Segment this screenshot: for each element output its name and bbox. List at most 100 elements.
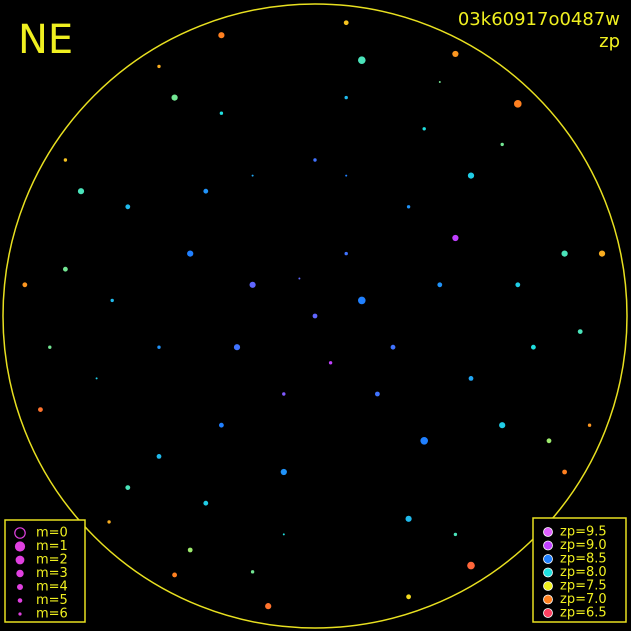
point — [344, 95, 348, 100]
size-legend-label: m=6 — [36, 607, 68, 622]
point — [218, 32, 225, 39]
point — [203, 188, 209, 194]
point — [203, 500, 209, 506]
point — [298, 277, 301, 280]
point — [77, 188, 85, 195]
point — [280, 468, 287, 476]
point — [577, 329, 583, 334]
point — [38, 407, 43, 412]
point — [95, 377, 98, 380]
point — [63, 158, 68, 162]
point — [156, 454, 162, 459]
point — [453, 532, 458, 537]
zp-legend-label: zp=6.5 — [560, 606, 607, 621]
horizon-circle — [2, 3, 628, 629]
point — [219, 422, 224, 428]
point — [328, 361, 333, 365]
size-legend-marker — [17, 598, 23, 603]
point — [312, 313, 318, 319]
point — [420, 437, 429, 445]
point — [251, 174, 254, 177]
point — [562, 469, 567, 475]
legends: m=0m=1m=2m=3m=4m=5m=6zp=9.5zp=9.0zp=8.5z… — [14, 525, 607, 622]
point — [598, 250, 606, 257]
zp-legend-label: zp=9.0 — [560, 538, 607, 553]
color-label: zp — [599, 31, 620, 52]
point — [422, 127, 426, 131]
zp-legend-marker — [543, 567, 553, 578]
point — [171, 94, 178, 101]
point — [546, 438, 552, 444]
point — [500, 142, 504, 147]
point — [22, 282, 28, 288]
point — [438, 81, 441, 83]
point — [344, 251, 348, 256]
point — [187, 250, 194, 257]
zp-legend-label: zp=8.5 — [560, 552, 607, 567]
chart-title: NE — [18, 17, 73, 63]
zp-legend-marker — [543, 554, 553, 564]
zp-legend-marker — [543, 594, 553, 605]
point — [172, 572, 178, 578]
point — [467, 172, 475, 179]
zp-legend-label: zp=7.0 — [560, 592, 607, 607]
size-legend-label: m=1 — [36, 539, 68, 554]
point — [249, 281, 256, 288]
point — [561, 250, 568, 257]
point — [468, 376, 474, 381]
point — [110, 298, 114, 303]
size-legend-marker — [16, 569, 24, 578]
point — [437, 282, 443, 288]
point — [157, 64, 161, 69]
zp-legend-label: zp=9.5 — [560, 525, 607, 540]
point — [345, 174, 348, 177]
zp-legend-marker — [543, 581, 553, 591]
size-legend-marker — [18, 612, 22, 616]
points — [22, 20, 606, 610]
size-legend-label: m=3 — [36, 566, 68, 581]
size-legend-marker — [14, 541, 26, 552]
point — [515, 282, 521, 288]
point — [406, 205, 411, 209]
point — [125, 204, 131, 210]
point — [250, 570, 255, 574]
size-legend-box — [4, 519, 86, 623]
point — [390, 344, 396, 350]
point — [219, 111, 224, 115]
point — [282, 392, 286, 396]
point — [125, 485, 131, 490]
point — [48, 345, 52, 349]
size-legend-label: m=2 — [36, 553, 68, 568]
point — [499, 422, 506, 429]
size-legend-label: m=4 — [36, 580, 68, 595]
zp-legend-marker — [543, 540, 553, 551]
point — [343, 20, 349, 26]
point — [467, 561, 475, 570]
size-legend-marker — [14, 527, 26, 539]
point — [265, 603, 272, 610]
point — [313, 158, 317, 162]
point — [452, 234, 459, 242]
size-legend-marker — [15, 555, 25, 565]
point — [406, 594, 411, 600]
zp-legend-marker — [543, 527, 553, 537]
zp-legend-marker — [543, 608, 553, 618]
zp-legend-label: zp=7.5 — [560, 579, 607, 594]
point — [187, 547, 193, 553]
point — [405, 515, 412, 522]
chart-subtitle: 03k60917o0487w — [458, 9, 620, 30]
point — [358, 56, 366, 64]
point — [358, 296, 366, 305]
point — [452, 50, 459, 58]
point — [63, 266, 68, 272]
size-legend-label: m=0 — [36, 526, 68, 541]
point — [587, 423, 592, 427]
point — [282, 533, 285, 536]
point — [107, 520, 111, 524]
zp-legend-label: zp=8.0 — [560, 565, 607, 580]
size-legend-marker — [17, 583, 24, 590]
point — [514, 100, 522, 108]
point — [531, 344, 536, 350]
size-legend-label: m=5 — [36, 593, 68, 608]
